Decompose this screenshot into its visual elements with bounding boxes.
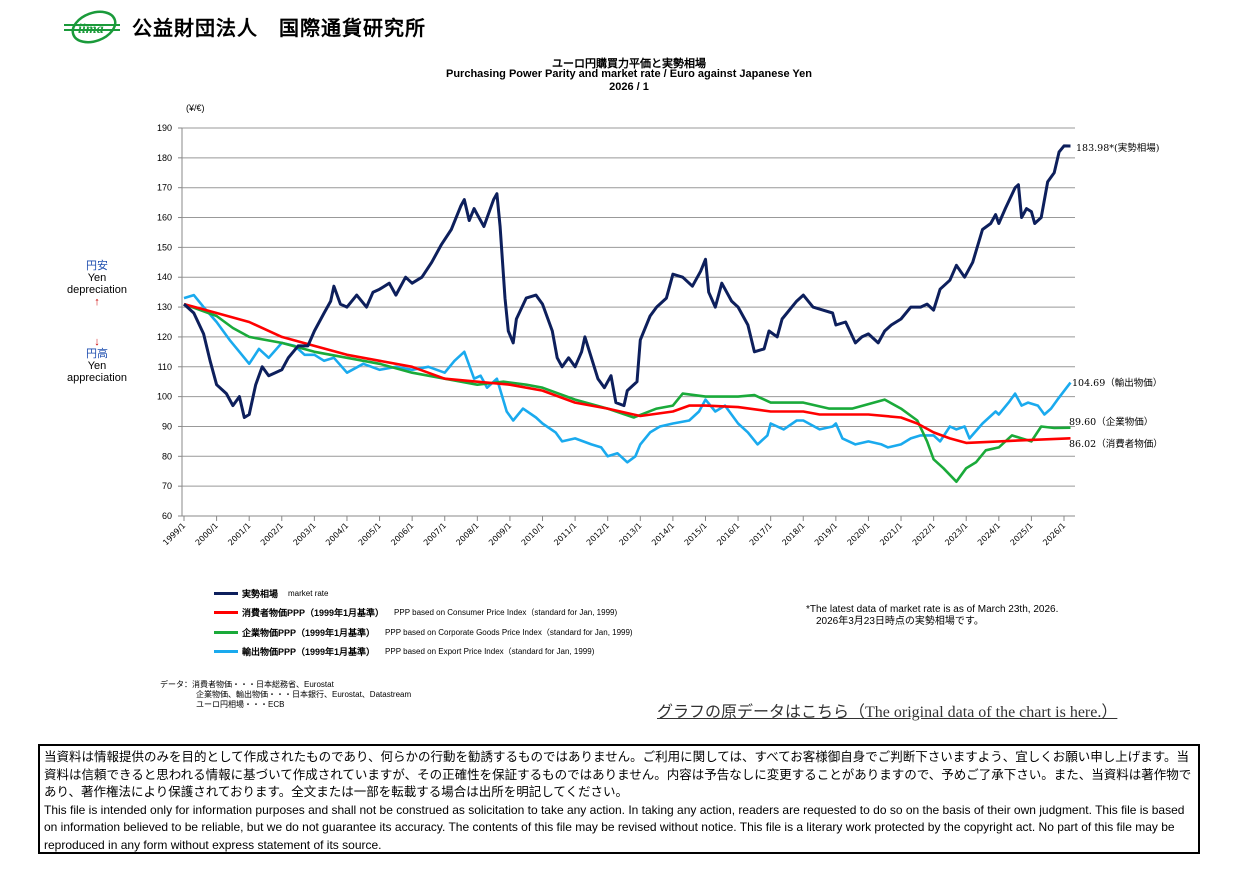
data-sources: データ：消費者物価・・・日本総務省、Eurostat 企業物価、輸出物価・・・日… xyxy=(160,680,411,710)
x-tick-label: 2013/1 xyxy=(617,521,643,547)
x-tick-label: 2009/1 xyxy=(487,521,513,547)
x-tick-label: 2021/1 xyxy=(878,521,904,547)
side-label-line: appreciation xyxy=(67,372,127,384)
x-tick-label: 2008/1 xyxy=(454,521,480,547)
x-tick-label: 2016/1 xyxy=(715,521,741,547)
source-line: データ：消費者物価・・・日本総務省、Eurostat xyxy=(160,680,334,689)
y-tick-label: 140 xyxy=(157,272,172,282)
x-tick-label: 2019/1 xyxy=(813,521,839,547)
y-tick-label: 170 xyxy=(157,183,172,193)
chart-subtitle: 2026 / 1 xyxy=(609,81,649,93)
legend-swatch xyxy=(214,592,238,595)
y-tick-label: 130 xyxy=(157,302,172,312)
y-tick-label: 180 xyxy=(157,153,172,163)
y-tick-label: 150 xyxy=(157,242,172,252)
end-value-label: 89.60（企業物価） xyxy=(1069,416,1153,428)
original-data-link[interactable]: グラフの原データはこちら（The original data of the ch… xyxy=(657,704,1118,721)
legend-swatch xyxy=(214,611,238,614)
chart-title-jp: ユーロ円購買力平価と実勢相場 xyxy=(552,58,706,70)
x-tick-label: 2014/1 xyxy=(650,521,676,547)
end-value-label: 104.69（輸出物価） xyxy=(1072,377,1162,389)
y-tick-label: 120 xyxy=(157,332,172,342)
x-tick-label: 2005/1 xyxy=(357,521,383,547)
legend-label-en: PPP based on Corporate Goods Price Index… xyxy=(385,628,633,637)
legend-swatch xyxy=(214,631,238,634)
x-tick-label: 2003/1 xyxy=(292,521,318,547)
x-tick-label: 2000/1 xyxy=(194,521,220,547)
series-line-cpi-ppp xyxy=(183,302,1071,445)
side-label-line: Yen xyxy=(87,360,107,372)
x-tick-label: 2001/1 xyxy=(226,521,252,547)
x-tick-label: 2026/1 xyxy=(1041,521,1067,547)
legend-label-jp: 企業物価PPP（1999年1月基準） xyxy=(242,628,376,638)
disclaimer-jp: 当資料は情報提供のみを目的として作成されたものであり、何らかの行動を勧誘するもの… xyxy=(44,750,1192,799)
yen-appreciation-label: ↓ 円高 Yen appreciation xyxy=(58,336,136,384)
y-tick-label: 100 xyxy=(157,392,172,402)
y-tick-label: 60 xyxy=(162,511,172,521)
side-label-line: depreciation xyxy=(67,284,127,296)
legend-item-cpi-ppp: 消費者物価PPP（1999年1月基準） PPP based on Consume… xyxy=(214,606,617,619)
y-axis-unit: (¥/€) xyxy=(186,103,205,113)
x-tick-label: 2006/1 xyxy=(389,521,415,547)
chart-title: Purchasing Power Parity and market rate … xyxy=(446,68,812,80)
side-label-line: 円高 xyxy=(86,348,108,360)
y-tick-label: 110 xyxy=(158,362,172,372)
x-tick-label: 2002/1 xyxy=(259,521,285,547)
x-tick-label: 2023/1 xyxy=(943,521,969,547)
x-tick-label: 2004/1 xyxy=(324,521,350,547)
legend-label-en: market rate xyxy=(288,589,329,598)
y-tick-label: 160 xyxy=(157,213,172,223)
source-line: 企業物価、輸出物価・・・日本銀行、Eurostat、Datastream xyxy=(196,690,412,699)
x-tick-label: 2010/1 xyxy=(520,521,546,547)
legend-item-export-ppp: 輸出物価PPP（1999年1月基準） PPP based on Export P… xyxy=(214,645,594,658)
latest-data-note: *The latest data of market rate is as of… xyxy=(806,604,1058,628)
up-arrow-icon: ↑ xyxy=(94,296,100,308)
series-line-export-ppp xyxy=(183,293,1072,464)
legend-label-en: PPP based on Export Price Index（standard… xyxy=(385,647,595,656)
legend-label-jp: 消費者物価PPP（1999年1月基準） xyxy=(242,608,385,618)
x-tick-label: 2024/1 xyxy=(976,521,1002,547)
legend-item-cgpi-ppp: 企業物価PPP（1999年1月基準） PPP based on Corporat… xyxy=(214,626,633,639)
x-tick-label: 2017/1 xyxy=(748,521,774,547)
ppp-line-chart: 60 70 80 90 100 110 120 130 140 150 160 170 180 190 19… xyxy=(157,123,1163,547)
x-tick-label: 2018/1 xyxy=(780,521,806,547)
x-tick-label: 2012/1 xyxy=(585,521,611,547)
legend-item-market-rate: 実勢相場 market rate xyxy=(214,587,328,600)
x-tick-label: 1999/1 xyxy=(161,521,187,547)
legend-label-jp: 実勢相場 xyxy=(242,589,279,599)
series-line-cgpi-ppp xyxy=(183,302,1071,483)
y-tick-label: 70 xyxy=(162,481,172,491)
x-tick-label: 2025/1 xyxy=(1009,521,1035,547)
disclaimer-box: 当資料は情報提供のみを目的として作成されたものであり、何らかの行動を勧誘するもの… xyxy=(38,744,1200,854)
organization-name: 公益財団法人 国際通貨研究所 xyxy=(132,18,426,40)
x-tick-label: 2007/1 xyxy=(422,521,448,547)
side-label-line: Yen xyxy=(87,272,107,284)
x-tick-label: 2011/1 xyxy=(552,521,578,547)
x-tick-label: 2015/1 xyxy=(683,521,709,547)
svg-text:iima: iima xyxy=(78,22,104,37)
end-value-label: 183.98*(実勢相場) xyxy=(1076,142,1159,154)
yen-depreciation-label: 円安 Yen depreciation ↑ xyxy=(58,260,136,308)
x-tick-label: 2022/1 xyxy=(911,521,937,547)
iima-logo: iima xyxy=(64,10,120,44)
y-tick-label: 190 xyxy=(157,123,172,133)
x-tick-label: 2020/1 xyxy=(846,521,872,547)
disclaimer-en: This file is intended only for informati… xyxy=(44,802,1185,852)
legend-label-jp: 輸出物価PPP（1999年1月基準） xyxy=(242,647,376,657)
side-label-line: 円安 xyxy=(86,260,108,272)
legend-label-en: PPP based on Consumer Price Index（standa… xyxy=(394,608,618,617)
note-en: *The latest data of market rate is as of… xyxy=(806,604,1059,615)
y-tick-label: 80 xyxy=(162,451,172,461)
legend-swatch xyxy=(214,650,238,653)
y-tick-label: 90 xyxy=(162,421,172,431)
series-line-market-rate xyxy=(182,144,1071,419)
note-jp: 2026年3月23日時点の実勢相場です。 xyxy=(816,616,984,627)
end-value-label: 86.02（消費者物価） xyxy=(1069,438,1163,450)
down-arrow-icon: ↓ xyxy=(94,336,100,348)
source-line: ユーロ円相場・・・ECB xyxy=(196,700,285,709)
